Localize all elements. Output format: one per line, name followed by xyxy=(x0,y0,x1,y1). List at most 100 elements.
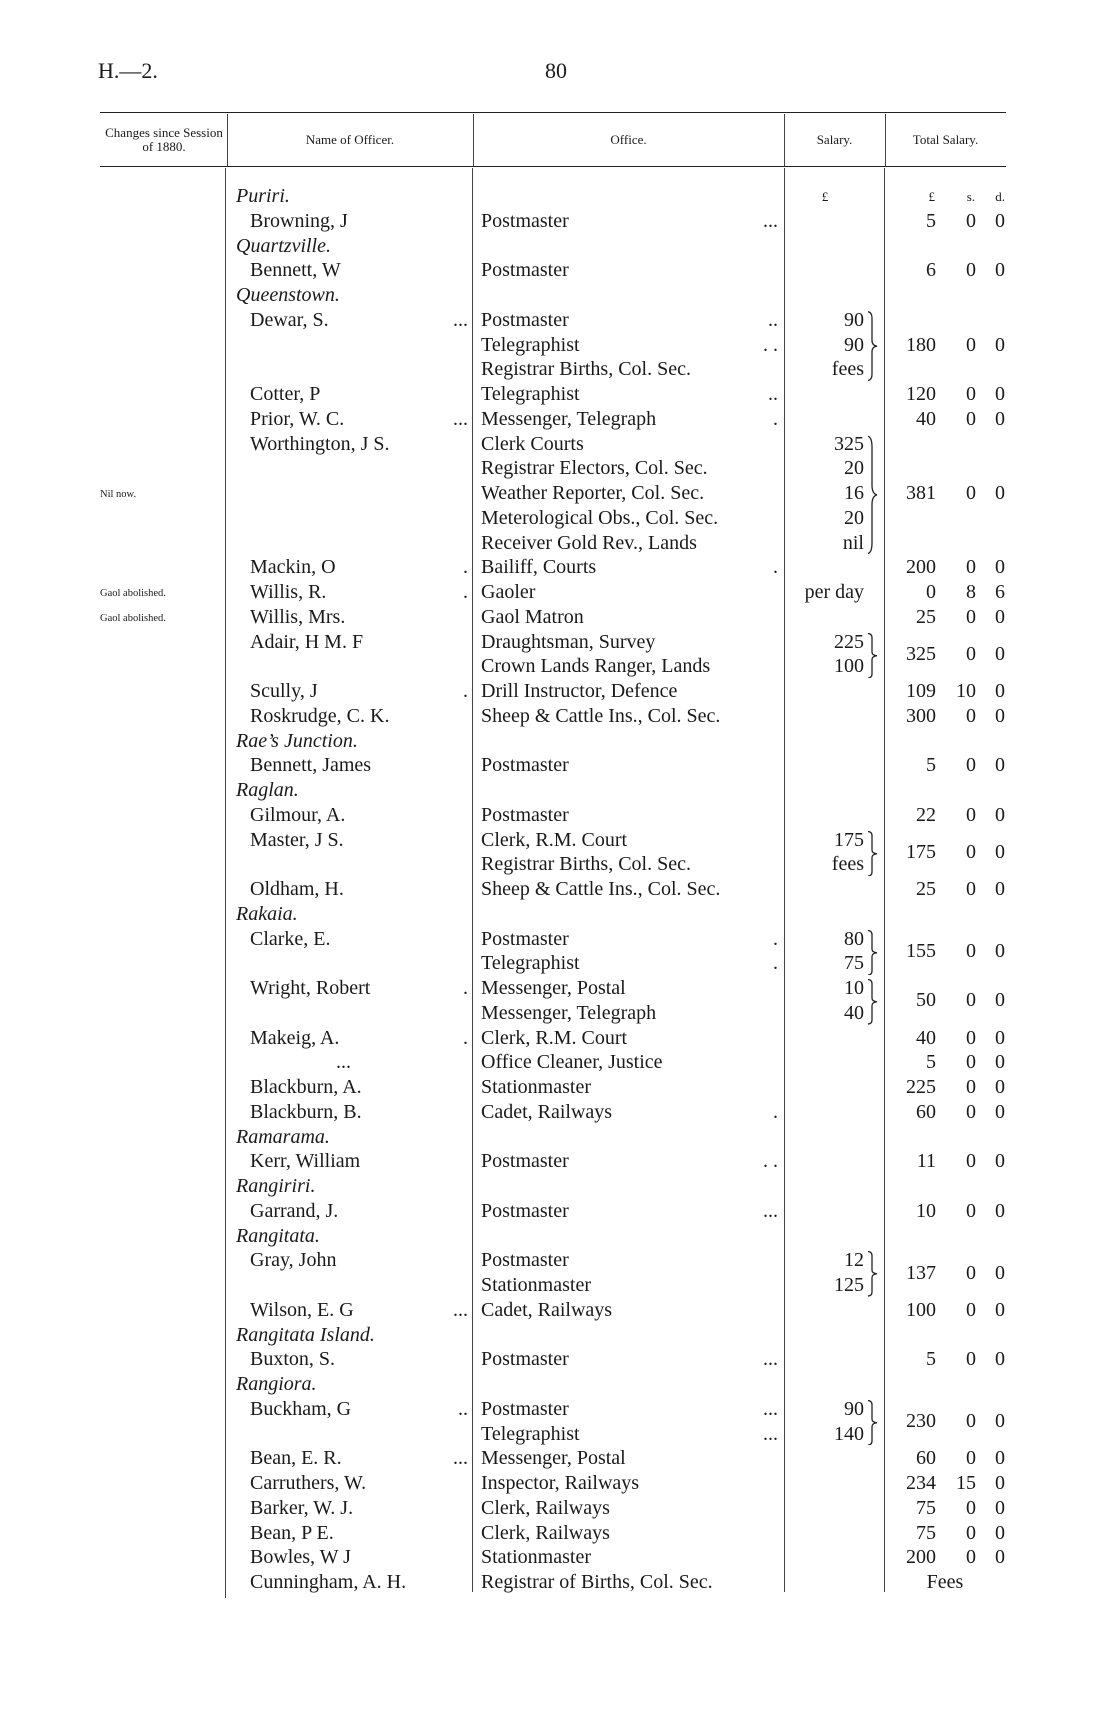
col-divider xyxy=(884,168,885,1592)
total-pence: 6 xyxy=(995,581,1005,603)
office-leader-dots: ... xyxy=(763,1199,778,1222)
officer-name: Wilson, E. G xyxy=(250,1298,354,1321)
salary-value: 20 xyxy=(844,506,864,529)
name-leader-dots: ... xyxy=(453,1298,468,1321)
brace-icon xyxy=(866,979,878,1025)
total-pounds: 155 xyxy=(906,939,936,962)
place-heading: Puriri. xyxy=(236,185,290,207)
total-pence: 0 xyxy=(995,259,1005,282)
brace-icon xyxy=(866,435,878,555)
total-shillings: 0 xyxy=(966,209,976,232)
office-title: Postmaster xyxy=(481,259,569,282)
office-leader-dots: . . xyxy=(763,333,778,356)
name-leader-dots: ... xyxy=(453,1447,468,1470)
brace-icon xyxy=(866,633,878,679)
officer-name: Bennett, James xyxy=(250,754,372,777)
office-title: Stationmaster xyxy=(481,1076,591,1098)
salary-value: per day xyxy=(804,581,864,603)
office-title: Postmaster xyxy=(481,1199,569,1222)
salary-value: 10 xyxy=(844,977,864,999)
salary-value: 125 xyxy=(834,1274,864,1296)
total-pounds: 109 xyxy=(906,680,936,702)
office-title: Registrar Births, Col. Sec. xyxy=(481,853,691,876)
total-shillings: 0 xyxy=(966,1051,976,1074)
col-divider xyxy=(784,114,785,166)
salary-value: 90 xyxy=(844,308,864,331)
total-shillings: 15 xyxy=(956,1472,976,1494)
place-heading: Quartzville. xyxy=(236,234,331,257)
total-shillings: 0 xyxy=(966,1261,976,1284)
officer-name: Garrand, J. xyxy=(250,1199,339,1222)
salary-value: 90 xyxy=(844,333,864,356)
officer-name: Bennett, W xyxy=(250,259,341,282)
change-note: Gaol abolished. xyxy=(100,612,166,624)
office-title: Postmaster xyxy=(481,308,569,331)
total-pence: 0 xyxy=(995,407,1005,430)
total-shillings: 0 xyxy=(966,1546,976,1569)
total-pounds: 180 xyxy=(906,333,936,356)
total-shillings: 0 xyxy=(966,407,976,430)
office-title: Messenger, Telegraph xyxy=(481,407,657,430)
total-pounds: 175 xyxy=(906,840,936,863)
total-text: Fees xyxy=(926,1571,964,1593)
office-title: Office Cleaner, Justice xyxy=(481,1051,663,1074)
office-leader-dots: . xyxy=(773,1100,778,1123)
officer-name: Gray, John xyxy=(250,1249,337,1272)
total-pounds: 40 xyxy=(916,1026,936,1049)
officer-name: Wright, Robert xyxy=(250,977,371,999)
office-title: Messenger, Postal xyxy=(481,1447,626,1470)
officer-name: Cotter, P xyxy=(250,383,321,405)
officer-name: Worthington, J S. xyxy=(250,432,390,455)
total-pounds: 200 xyxy=(906,556,936,579)
total-shillings: 0 xyxy=(966,333,976,356)
total-pence-header: d. xyxy=(995,189,1005,204)
officer-name: Barker, W. J. xyxy=(250,1496,354,1519)
officer-name: Makeig, A. xyxy=(250,1026,340,1049)
office-title: Cadet, Railways xyxy=(481,1100,613,1123)
office-title: Postmaster xyxy=(481,1249,569,1272)
name-leader-dots: . xyxy=(463,581,468,603)
total-pounds: 75 xyxy=(916,1496,936,1519)
salary-value: 90 xyxy=(844,1397,864,1420)
office-title: Stationmaster xyxy=(481,1274,591,1296)
total-pence: 0 xyxy=(995,939,1005,962)
place-heading: Rae’s Junction. xyxy=(236,729,358,752)
office-title: Meterological Obs., Col. Sec. xyxy=(481,506,719,529)
total-pounds: 381 xyxy=(906,482,936,504)
office-title: Registrar Electors, Col. Sec. xyxy=(481,457,708,480)
total-pence: 0 xyxy=(995,989,1005,1012)
total-pounds: 0 xyxy=(926,581,936,603)
total-shillings: 10 xyxy=(956,680,976,702)
office-leader-dots: ... xyxy=(763,1422,778,1445)
total-pence: 0 xyxy=(995,209,1005,232)
officer-name: Blackburn, B. xyxy=(250,1100,362,1123)
table-top-rule xyxy=(100,112,1006,113)
total-pounds: 50 xyxy=(916,989,936,1012)
total-pounds: 234 xyxy=(906,1472,936,1494)
total-pounds: 200 xyxy=(906,1546,936,1569)
name-leader-dots: . xyxy=(463,556,468,579)
total-pence: 0 xyxy=(995,1472,1005,1494)
office-leader-dots: . xyxy=(773,556,778,579)
office-title: Postmaster xyxy=(481,927,569,950)
officer-name: Clarke, E. xyxy=(250,927,331,950)
total-shillings: 8 xyxy=(966,581,976,603)
place-heading: Rangiriri. xyxy=(236,1175,316,1197)
total-shillings: 0 xyxy=(966,1447,976,1470)
officer-name: Bean, P E. xyxy=(250,1521,334,1544)
office-title: Cadet, Railways xyxy=(481,1298,613,1321)
total-pounds: 60 xyxy=(916,1447,936,1470)
change-note: Gaol abolished. xyxy=(100,588,166,599)
total-shillings: 0 xyxy=(966,878,976,900)
officer-name: Scully, J xyxy=(250,680,318,702)
officer-name: Roskrudge, C. K. xyxy=(250,704,390,727)
office-title: Bailiff, Courts xyxy=(481,556,597,579)
place-heading: Rangitata Island. xyxy=(236,1323,375,1346)
name-leader-dots: . xyxy=(463,680,468,702)
total-pence: 0 xyxy=(995,556,1005,579)
total-shillings: 0 xyxy=(966,1076,976,1098)
officer-name: Adair, H M. F xyxy=(250,630,364,653)
office-title: Telegraphist xyxy=(481,383,580,405)
brace-icon xyxy=(866,311,878,381)
total-pence: 0 xyxy=(995,1546,1005,1569)
